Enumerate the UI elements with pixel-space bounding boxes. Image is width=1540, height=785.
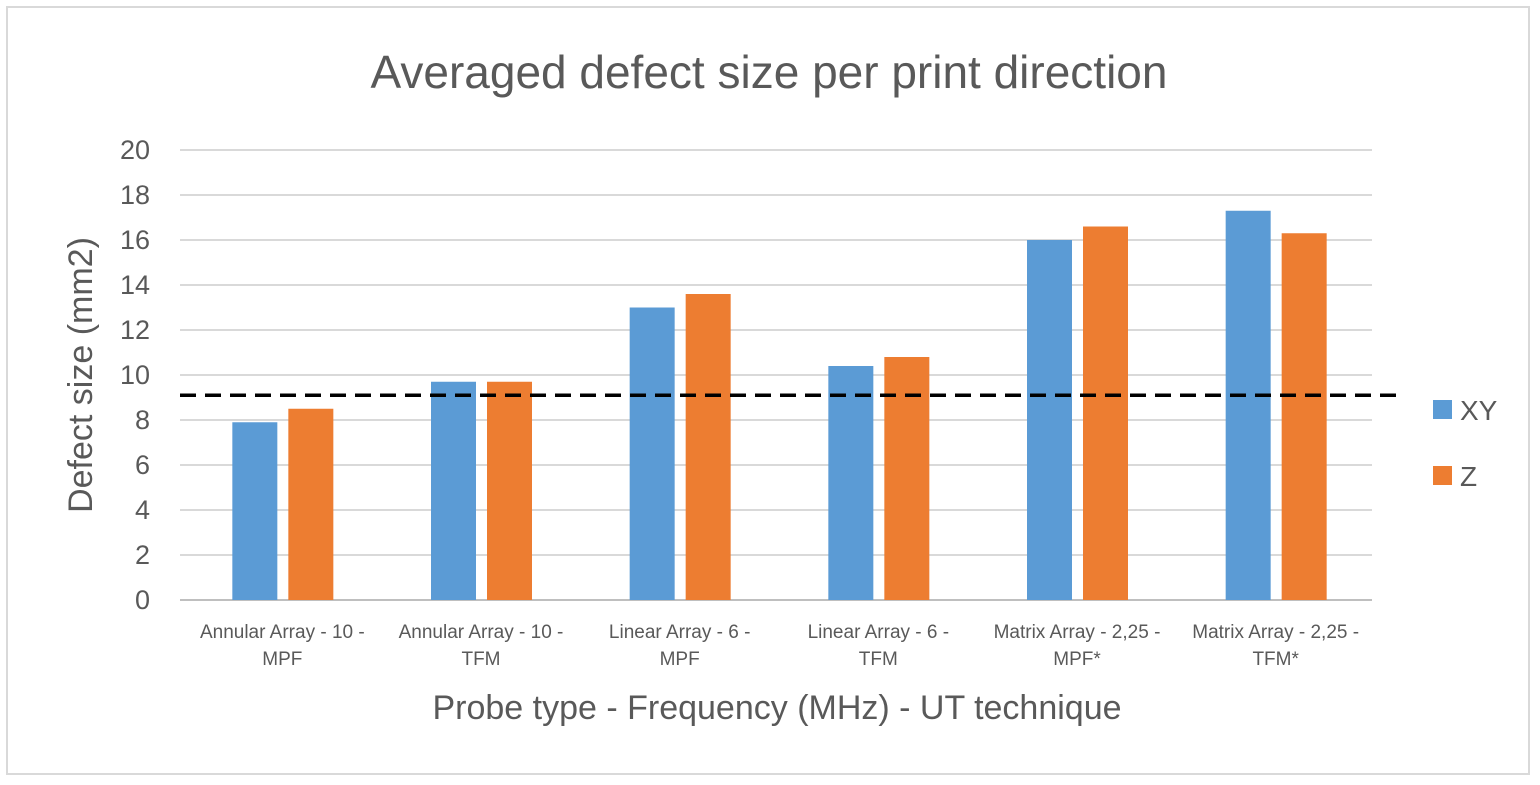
y-tick-label: 12 — [120, 315, 150, 345]
y-tick-label: 10 — [120, 360, 150, 390]
x-tick-label: Matrix Array - 2,25 -MPF* — [994, 622, 1161, 670]
chart-title: Averaged defect size per print direction — [371, 46, 1168, 98]
bar-xy — [828, 366, 874, 600]
bar-xy — [431, 381, 476, 600]
x-tick-label: Annular Array - 10 -MPF — [200, 622, 365, 670]
bar-z — [884, 357, 930, 600]
bar-z — [1083, 226, 1128, 600]
legend-label-xy: XY — [1460, 395, 1498, 426]
legend: XY Z — [1433, 395, 1498, 492]
bar-z — [288, 408, 334, 600]
x-tick-label: Linear Array - 6 -MPF — [609, 622, 751, 670]
bar-xy — [629, 307, 675, 600]
x-tick-label: Annular Array - 10 -TFM — [399, 622, 564, 670]
x-tick-labels: Annular Array - 10 -MPF Annular Array - 1… — [200, 622, 1359, 670]
legend-swatch-xy — [1433, 400, 1452, 419]
bar-z — [685, 294, 731, 600]
x-tick-label: Matrix Array - 2,25 -TFM* — [1192, 622, 1359, 670]
legend-label-z: Z — [1460, 461, 1477, 492]
y-tick-label: 14 — [120, 270, 150, 300]
bars — [232, 210, 1327, 600]
bar-xy — [1225, 210, 1271, 600]
gridlines — [180, 149, 1372, 601]
bar-z — [1281, 233, 1327, 600]
legend-swatch-z — [1433, 466, 1452, 485]
bar-z — [487, 381, 532, 600]
y-tick-label: 16 — [120, 225, 150, 255]
y-tick-label: 6 — [135, 450, 150, 480]
y-tick-label: 0 — [135, 585, 150, 615]
y-tick-label: 4 — [135, 495, 150, 525]
bar-xy — [232, 422, 278, 600]
y-tick-label: 20 — [120, 135, 150, 165]
y-tick-label: 18 — [120, 180, 150, 210]
x-axis-title: Probe type - Frequency (MHz) - UT techni… — [432, 689, 1121, 727]
x-tick-label: Linear Array - 6 -TFM — [808, 622, 950, 670]
chart-frame — [6, 6, 1530, 775]
bar-xy — [1027, 240, 1072, 600]
y-axis-title: Defect size (mm2) — [62, 237, 100, 513]
y-tick-label: 8 — [135, 405, 150, 435]
y-tick-labels: 0 2 4 6 8 10 12 14 16 18 20 — [120, 135, 150, 615]
y-tick-label: 2 — [135, 540, 150, 570]
